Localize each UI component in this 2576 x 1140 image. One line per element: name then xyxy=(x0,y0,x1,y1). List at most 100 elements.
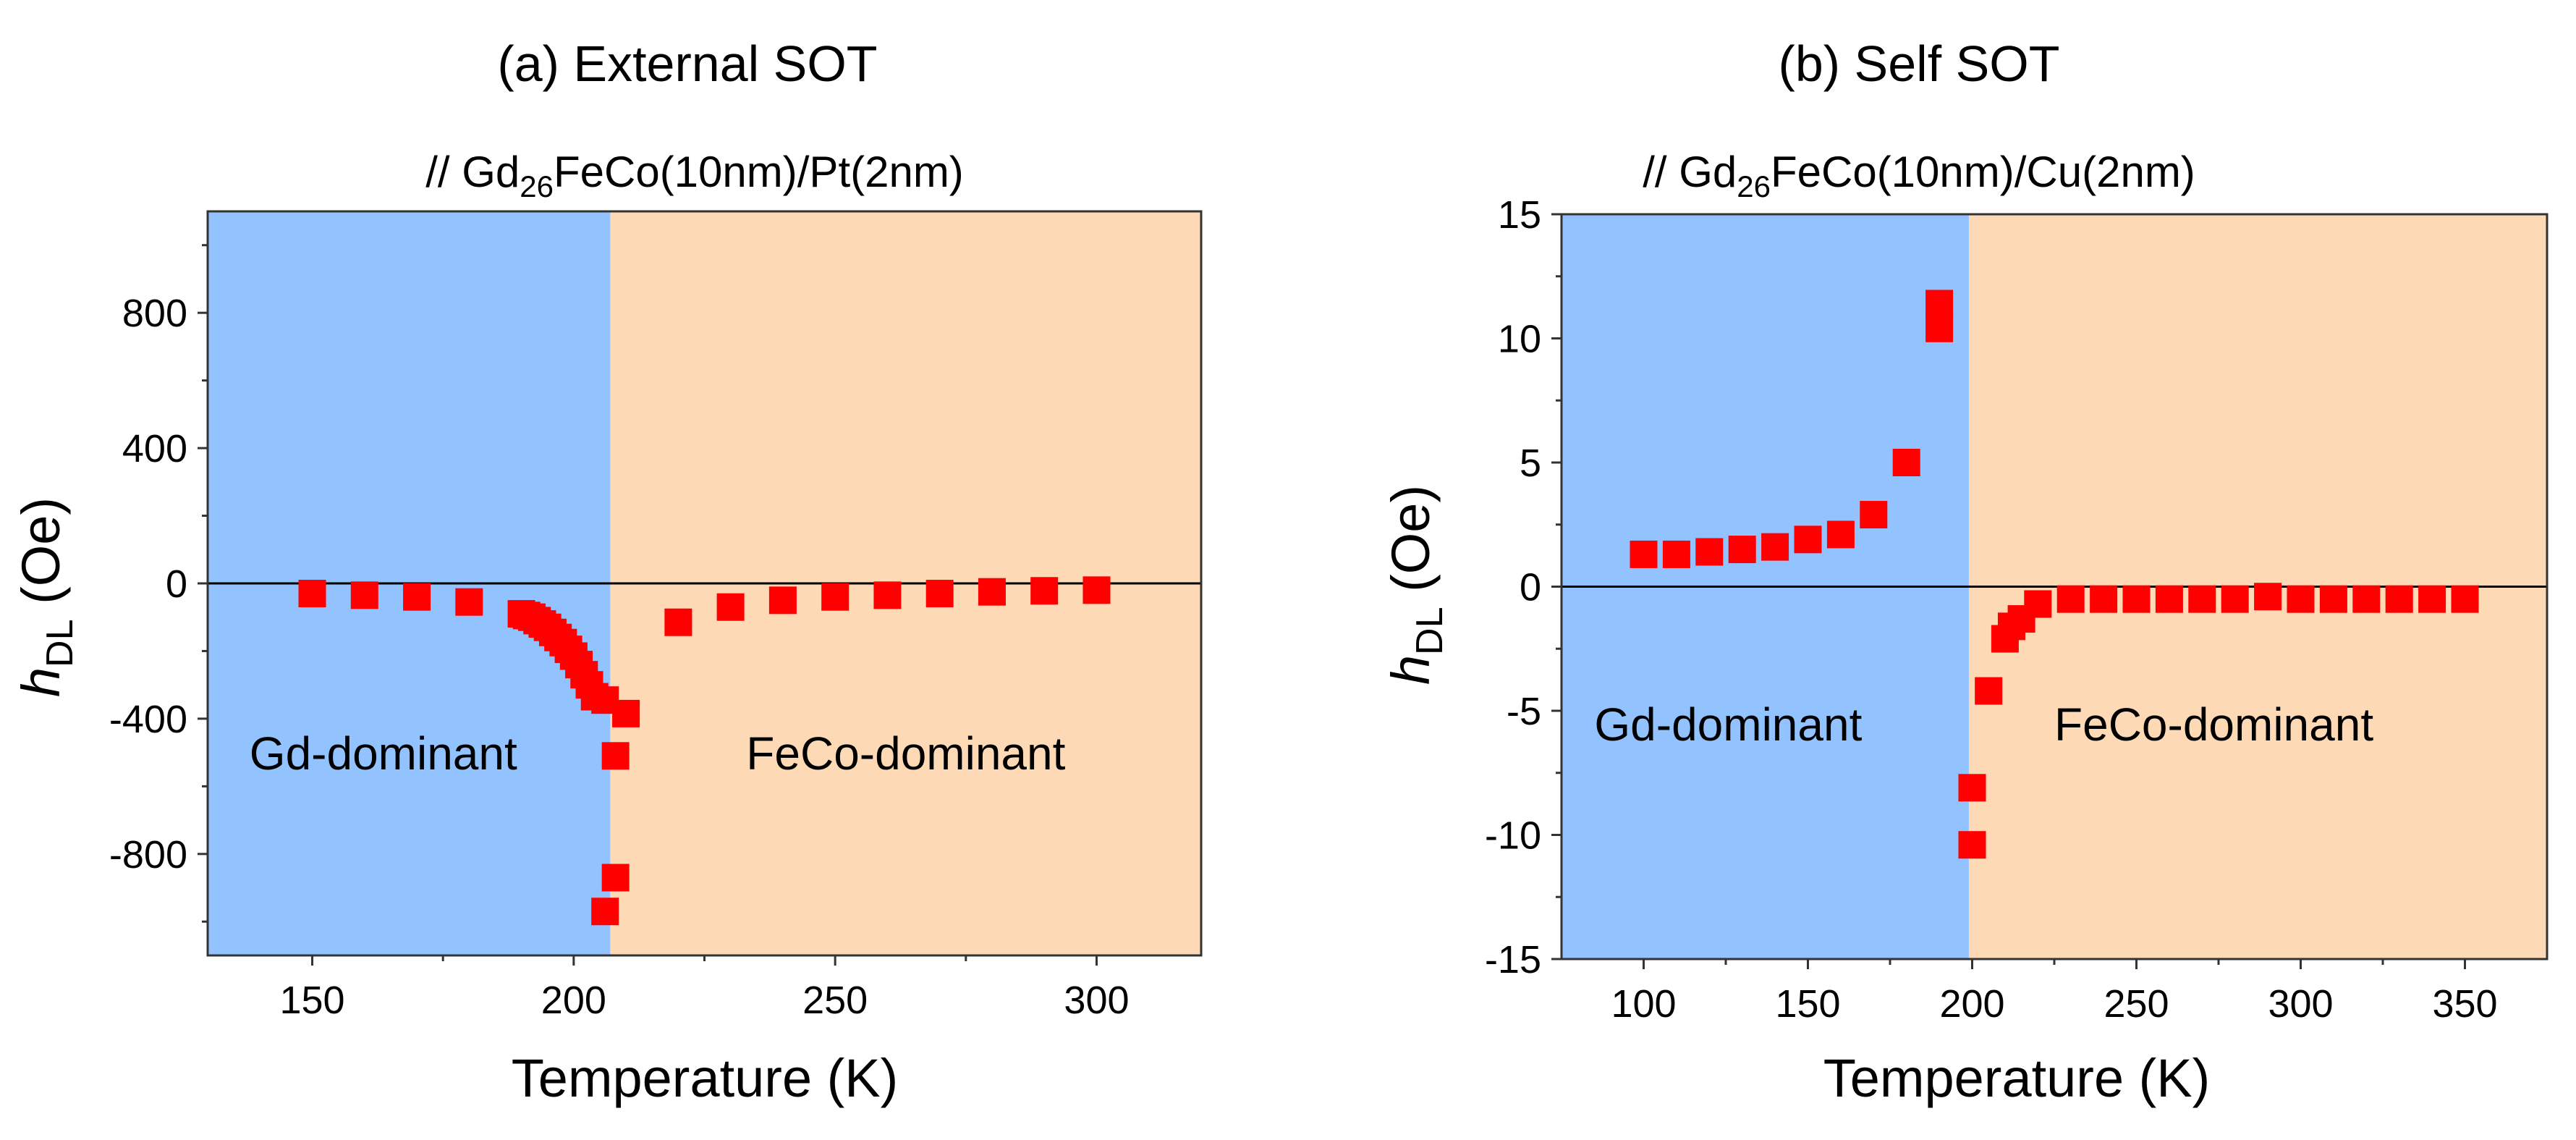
panel-a-subtitle: // Gd26FeCo(10nm)/Pt(2nm) xyxy=(425,148,964,203)
panel-a-data-point xyxy=(873,581,902,609)
panel-a-data-point xyxy=(298,580,326,608)
panel-b-y-tick-label: 15 xyxy=(1498,193,1541,237)
panel-a-data-point xyxy=(591,898,619,926)
panel-a-x-axis-title: Temperature (K) xyxy=(512,1048,899,1108)
panel-a-x-tick-label: 150 xyxy=(279,979,344,1022)
panel-b-data-point xyxy=(1958,774,1986,802)
panel-b-y-tick-label: 10 xyxy=(1498,318,1541,361)
panel-a-data-point xyxy=(455,588,483,616)
panel-a-y-axis-title-main: h xyxy=(11,667,71,697)
panel-b-x-tick-label: 300 xyxy=(2268,982,2333,1026)
panel-a-data-point xyxy=(1030,577,1059,605)
panel-b-data-point xyxy=(1925,290,1954,318)
panel-a-chart: (a) External SOT // Gd26FeCo(10nm)/Pt(2n… xyxy=(11,35,1203,1108)
panel-a-subtitle-prefix: // Gd xyxy=(425,148,520,196)
panel-b-data-point xyxy=(2451,585,2479,613)
panel-b-x-tick-label: 350 xyxy=(2432,982,2497,1026)
panel-a-data-point xyxy=(601,742,630,770)
panel-b-data-point xyxy=(2056,585,2085,613)
panel-b-data-point xyxy=(2385,585,2413,613)
panel-b-x-axis-title: Temperature (K) xyxy=(1823,1048,2211,1108)
panel-b-subtitle: // Gd26FeCo(10nm)/Cu(2nm) xyxy=(1643,148,2195,203)
panel-a-markers xyxy=(298,576,1111,926)
panel-b-region-labels: Gd-dominant FeCo-dominant xyxy=(1594,698,2373,751)
panel-b-region-label-0: Gd-dominant xyxy=(1594,698,1862,751)
panel-a-region-label-0: Gd-dominant xyxy=(250,727,517,780)
panel-b-data-point xyxy=(1860,501,1888,529)
panel-a-data-point xyxy=(601,864,630,892)
panel-b-x-tick-label: 250 xyxy=(2103,982,2169,1026)
panel-b-data-point xyxy=(2122,585,2151,613)
panel-b-data-point xyxy=(2221,585,2249,613)
panel-b-region-label-1: FeCo-dominant xyxy=(2054,698,2373,751)
panel-a-y-tick-label: -400 xyxy=(109,698,187,741)
panel-b-data-point xyxy=(1892,449,1920,476)
panel-b-x-tick-label: 100 xyxy=(1611,982,1676,1026)
panel-a-data-point xyxy=(821,583,850,611)
panel-b-y-tick-label: -10 xyxy=(1485,814,1541,858)
panel-a-y-tick-label: 0 xyxy=(166,562,187,606)
panel-b-ticks: 100 150 200 250 300 350 -15 -10 -5 0 5 10 15 xyxy=(1485,193,2498,1026)
panel-a-data-point xyxy=(716,593,745,621)
panel-b-title: (b) Self SOT xyxy=(1779,35,2060,92)
panel-b-data-point xyxy=(1630,540,1658,568)
panel-b-data-point xyxy=(2155,585,2183,613)
panel-b-subtitle-suffix: FeCo(10nm)/Cu(2nm) xyxy=(1771,148,2195,196)
panel-b-data-point xyxy=(1728,536,1756,564)
panel-a-y-axis-title-unit: (Oe) xyxy=(11,497,71,620)
panel-b-y-axis-title-unit: (Oe) xyxy=(1381,485,1441,607)
panel-a-data-point xyxy=(403,583,431,611)
panel-a-x-tick-label: 250 xyxy=(802,979,868,1022)
panel-b-x-tick-label: 200 xyxy=(1939,982,2004,1026)
panel-b-y-tick-label: 5 xyxy=(1520,442,1541,485)
panel-a-title: (a) External SOT xyxy=(497,35,877,92)
panel-a-y-axis-title: hDL (Oe) xyxy=(11,497,81,697)
panel-a-ticks: 150 200 250 300 -800 -400 0 400 800 xyxy=(109,244,1130,1022)
panel-b-data-point xyxy=(1925,314,1954,342)
panel-a-x-tick-label: 300 xyxy=(1064,979,1129,1022)
panel-a-data-point xyxy=(612,699,640,727)
panel-b-data-point xyxy=(2319,585,2347,613)
panel-b-data-point xyxy=(1761,533,1789,561)
panel-b-data-point xyxy=(2188,585,2216,613)
panel-a-data-point xyxy=(350,581,378,609)
panel-b-data-point xyxy=(2418,585,2446,613)
panel-a-x-tick-label: 200 xyxy=(541,979,606,1022)
panel-b-data-point xyxy=(1662,540,1690,568)
panel-b-data-point xyxy=(2024,590,2052,618)
panel-a-data-point xyxy=(1082,576,1111,604)
panel-b-data-point xyxy=(1975,677,2003,705)
panel-a-data-point xyxy=(768,586,797,615)
panel-a-y-axis-title-subscript: DL xyxy=(39,619,81,667)
panel-b-y-axis-title-subscript: DL xyxy=(1409,607,1451,654)
panel-b-chart: (b) Self SOT // Gd26FeCo(10nm)/Cu(2nm) G… xyxy=(1381,35,2549,1108)
panel-b-data-point xyxy=(2352,585,2381,613)
panel-b-data-point xyxy=(2287,585,2315,613)
panel-b-subtitle-prefix: // Gd xyxy=(1643,148,1737,196)
panel-b-x-tick-label: 150 xyxy=(1775,982,1840,1026)
panel-b-y-axis-title-main: h xyxy=(1381,655,1441,685)
panel-b-data-point xyxy=(1695,538,1724,566)
panel-b-subtitle-subscript: 26 xyxy=(1737,169,1771,203)
panel-a-data-point xyxy=(925,580,954,608)
panel-a-region-labels: Gd-dominant FeCo-dominant xyxy=(250,727,1066,780)
panel-b-data-point xyxy=(2090,585,2118,613)
panel-b-y-axis-title: hDL (Oe) xyxy=(1381,485,1451,685)
panel-a-y-tick-label: -800 xyxy=(109,833,187,877)
panel-b-data-point xyxy=(1826,520,1855,549)
panel-b-y-tick-label: 0 xyxy=(1520,566,1541,609)
panel-b-y-tick-label: -15 xyxy=(1485,938,1541,981)
panel-b-data-point xyxy=(2254,583,2282,611)
panel-a-data-point xyxy=(664,608,692,636)
panel-b-y-tick-label: -5 xyxy=(1507,690,1541,733)
panel-b-markers xyxy=(1630,290,2479,859)
panel-b-data-point xyxy=(1958,831,1986,859)
panel-a-data-point xyxy=(978,578,1006,606)
panel-a-y-tick-label: 800 xyxy=(122,292,187,335)
panel-a-subtitle-suffix: FeCo(10nm)/Pt(2nm) xyxy=(554,148,964,196)
panel-a-subtitle-subscript: 26 xyxy=(520,169,554,203)
panel-b-data-point xyxy=(1794,525,1822,554)
panel-a-y-tick-label: 400 xyxy=(122,427,187,470)
panel-a-region-label-1: FeCo-dominant xyxy=(746,727,1065,780)
